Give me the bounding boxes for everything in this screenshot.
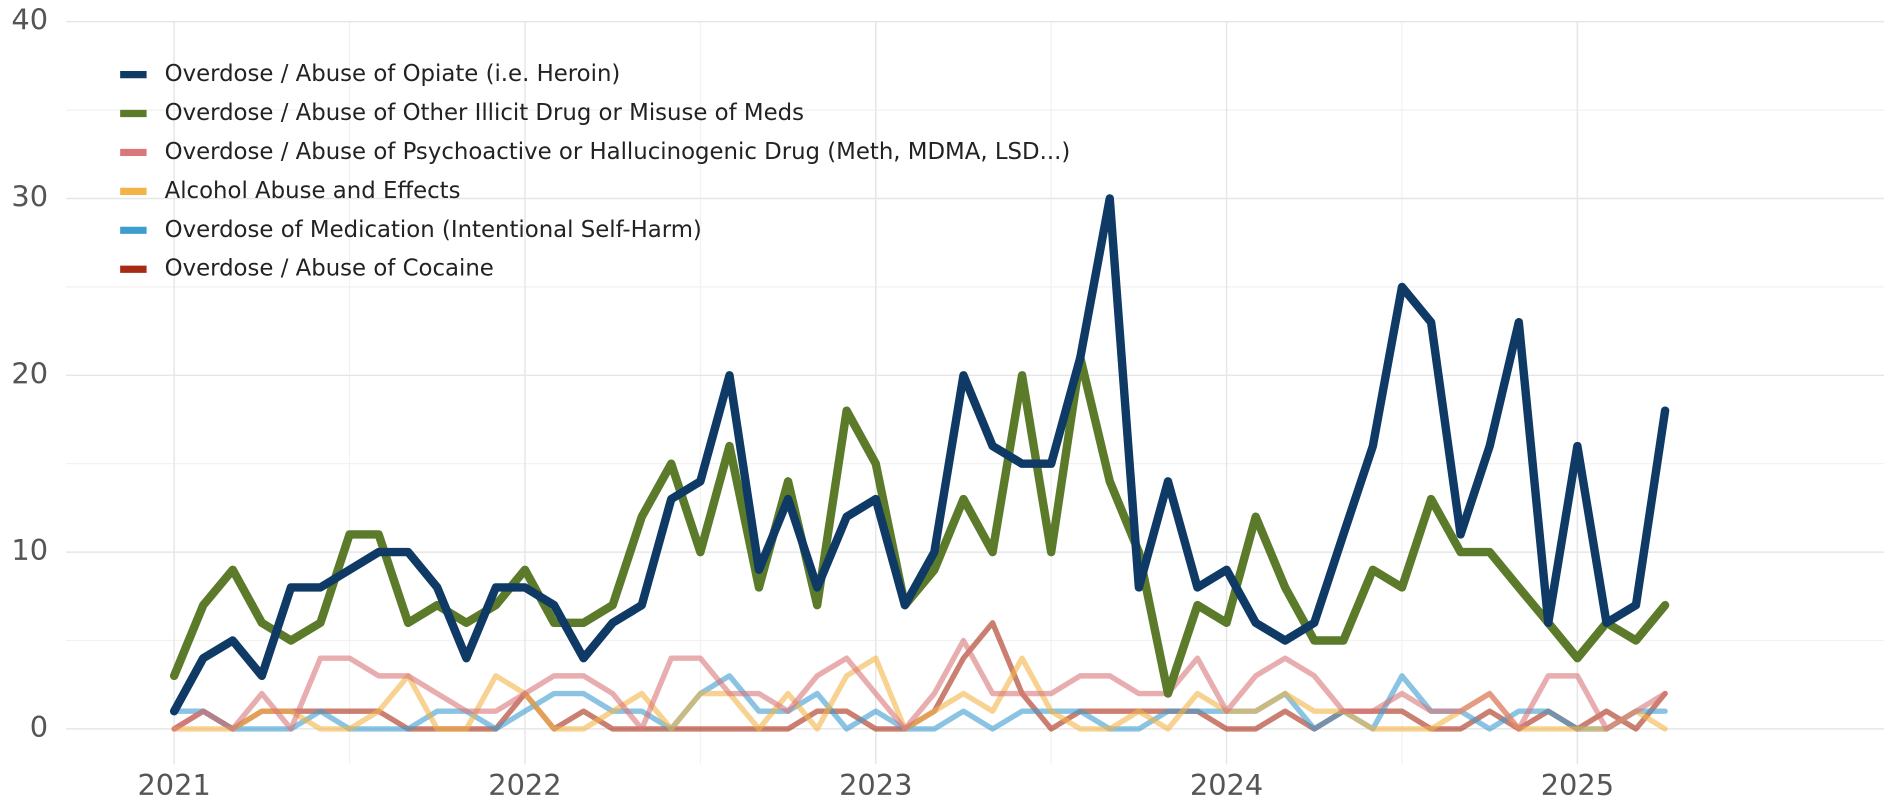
legend-label: Overdose / Abuse of Cocaine xyxy=(165,256,494,282)
series-line xyxy=(171,655,1668,732)
y-tick-label: 10 xyxy=(11,533,48,567)
series-line xyxy=(169,194,1670,716)
x-tick-label: 2022 xyxy=(488,768,561,802)
x-tick-label: 2025 xyxy=(1541,768,1614,802)
y-tick-label: 20 xyxy=(11,356,48,390)
y-tick-label: 30 xyxy=(11,180,48,214)
x-tick-label: 2024 xyxy=(1190,768,1263,802)
legend-label: Overdose / Abuse of Other Illicit Drug o… xyxy=(165,100,804,126)
series-line xyxy=(169,353,1670,698)
series-line xyxy=(171,673,1668,732)
y-tick-label: 40 xyxy=(11,3,48,37)
y-tick-label: 0 xyxy=(30,710,48,744)
series-line xyxy=(171,637,1668,732)
legend-label: Overdose / Abuse of Opiate (i.e. Heroin) xyxy=(165,61,621,87)
legend-label: Overdose / Abuse of Psychoactive or Hall… xyxy=(165,139,1071,165)
legend-label: Overdose of Medication (Intentional Self… xyxy=(165,217,702,243)
x-tick-label: 2023 xyxy=(839,768,912,802)
x-tick-label: 2021 xyxy=(137,768,210,802)
legend-label: Alcohol Abuse and Effects xyxy=(165,178,461,204)
legend: Overdose / Abuse of Opiate (i.e. Heroin)… xyxy=(120,61,1070,282)
